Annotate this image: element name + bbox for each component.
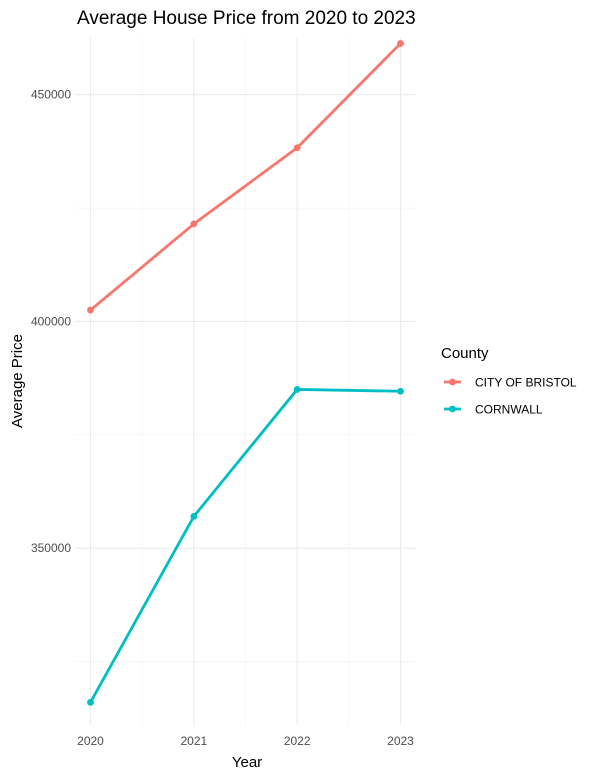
data-point-city-of-bristol [397, 40, 404, 47]
series-cornwall [87, 386, 404, 706]
data-point-city-of-bristol [293, 144, 301, 152]
x-axis-ticks: 2020 2021 2022 2023 [77, 734, 414, 748]
x-tick-label: 2022 [284, 734, 311, 748]
chart-series [87, 40, 404, 706]
x-tick-label: 2021 [180, 734, 207, 748]
series-line-cornwall [89, 388, 402, 704]
x-axis-title: Year [232, 754, 262, 771]
legend-title: County [441, 345, 489, 362]
chart-title: Average House Price from 2020 to 2023 [77, 8, 416, 29]
y-tick-label: 450000 [31, 88, 71, 102]
legend-item-cornwall: CORNWALL [444, 403, 543, 417]
x-tick-label: 2020 [77, 734, 104, 748]
grid-lines [75, 38, 416, 725]
legend-label-city-of-bristol: CITY OF BRISTOL [475, 376, 577, 390]
data-point-city-of-bristol [87, 306, 94, 314]
data-point-cornwall [397, 387, 404, 395]
series-city-of-bristol [87, 40, 404, 314]
legend-key-point [449, 405, 456, 413]
x-tick-label: 2023 [387, 734, 414, 748]
y-axis-ticks: 350000 400000 450000 [31, 88, 71, 555]
data-point-city-of-bristol [190, 220, 198, 228]
data-point-cornwall [293, 386, 301, 393]
data-point-cornwall [87, 698, 94, 706]
data-point-cornwall [190, 513, 198, 520]
series-line-city-of-bristol [89, 42, 402, 312]
legend-items: CITY OF BRISTOL CORNWALL [444, 376, 577, 417]
legend-key-point [449, 378, 456, 386]
y-tick-label: 400000 [31, 314, 71, 328]
y-tick-label: 350000 [31, 541, 71, 555]
y-axis-title: Average Price [9, 334, 26, 428]
legend-item-city-of-bristol: CITY OF BRISTOL [444, 376, 577, 390]
legend: County CITY OF BRISTOL CORNWALL [441, 345, 577, 417]
legend-label-cornwall: CORNWALL [475, 403, 543, 417]
